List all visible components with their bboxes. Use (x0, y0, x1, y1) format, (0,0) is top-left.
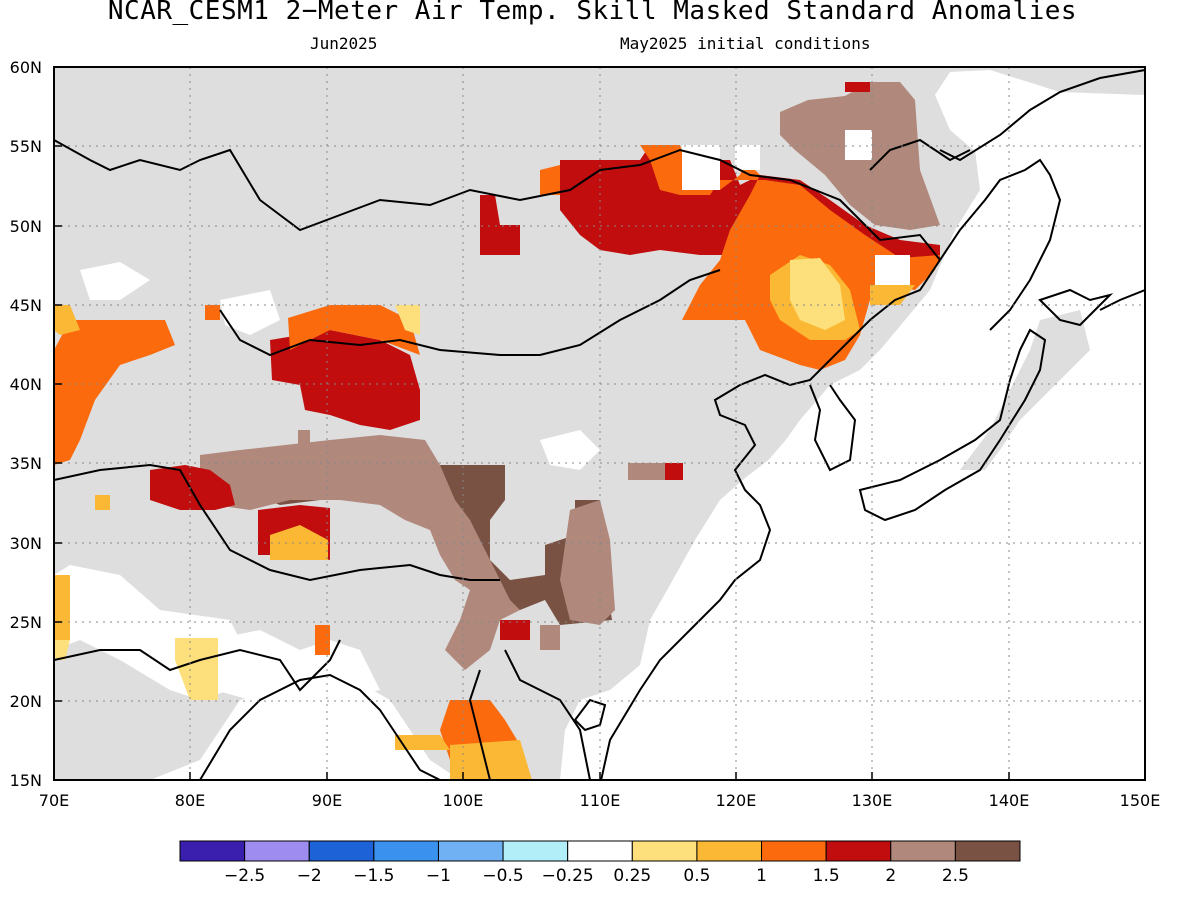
colorbar-swatch (244, 840, 310, 862)
anomaly-0.25-region (54, 640, 70, 660)
anomaly-0.5-region (54, 575, 70, 640)
lon-label: 150E (1120, 791, 1161, 810)
colorbar-label: 1.5 (813, 866, 840, 886)
lat-label: 50N (10, 217, 42, 236)
lat-label: 40N (10, 375, 42, 394)
lat-label: 15N (10, 771, 42, 790)
colorbar-label: 2 (885, 866, 896, 886)
valid-month: Jun2025 (310, 34, 378, 53)
lon-label: 140E (989, 791, 1030, 810)
colorbar-swatch (825, 840, 892, 862)
colorbar-label: 0.25 (613, 866, 651, 886)
anomaly-2.0-region (628, 463, 665, 480)
colorbar-label: −2 (297, 866, 322, 886)
anomaly-1.5-region (480, 195, 520, 255)
colorbar-label: −2.5 (224, 866, 265, 886)
anomaly-1.5-region (500, 620, 530, 640)
colorbar-label: 0.5 (683, 866, 710, 886)
anomaly-1.0-region (540, 165, 560, 195)
longitude-labels: 70E 80E 90E 100E 110E 120E 130E 140E 150… (39, 791, 1161, 810)
anomaly-0.5-region (395, 735, 450, 750)
anomaly-1.5-region (845, 82, 870, 92)
anomaly-2.0-region (200, 435, 520, 670)
lon-label: 70E (39, 791, 69, 810)
colorbar-label: −1.5 (353, 866, 394, 886)
mask-gap (210, 630, 380, 700)
colorbar-swatch (696, 840, 763, 862)
colorbar-label: −0.5 (482, 866, 523, 886)
colorbar-swatch (308, 840, 375, 862)
mask-gap (540, 430, 600, 470)
lat-label: 35N (10, 454, 42, 473)
colorbar-swatch (631, 840, 698, 862)
colorbar-label: −1 (426, 866, 451, 886)
anomaly-0.5-region (870, 285, 915, 305)
map-title: NCAR_CESM1 2−Meter Air Temp. Skill Maske… (107, 0, 1078, 26)
lat-label: 20N (10, 692, 42, 711)
anomaly-1.5-region (150, 465, 235, 510)
colorbar-swatch (179, 840, 246, 862)
colorbar-swatch (890, 840, 956, 862)
mask-gap (960, 310, 1090, 470)
anomaly-0.5-region (450, 740, 532, 780)
lat-label: 45N (10, 296, 42, 315)
colorbar-swatch (954, 840, 1021, 862)
anomaly-0.5-region (95, 495, 110, 510)
lon-label: 110E (580, 791, 621, 810)
colorbar-swatch (437, 840, 504, 862)
initial-conditions: May2025 initial conditions (620, 34, 871, 53)
anomaly-1.0-region (315, 625, 330, 655)
anomaly-1.0-region (54, 320, 175, 465)
lon-label: 130E (852, 791, 893, 810)
coastlines (54, 69, 1145, 780)
colorbar-swatch (502, 840, 569, 862)
anomaly-1.5-region (270, 330, 420, 430)
lat-label: 30N (10, 534, 42, 553)
colorbar-label: 1 (756, 866, 767, 886)
lat-label: 55N (10, 137, 42, 156)
colorbar-swatch (761, 840, 827, 862)
anomaly-1.5-region (665, 463, 683, 480)
lon-label: 100E (443, 791, 484, 810)
anomaly-0.25-region (790, 258, 845, 330)
anomaly-2.0-region (298, 430, 310, 445)
colorbar-label: 2.5 (942, 866, 969, 886)
lon-label: 90E (312, 791, 342, 810)
anomaly-field (54, 67, 1145, 780)
anomaly-2.0-region (560, 500, 615, 625)
colorbar: −2.5 −2 −1.5 −1 −0.5 −0.25 0.25 0.5 1 1.5 2 2.5 (179, 840, 1021, 886)
lat-label: 60N (10, 58, 42, 77)
colorbar-label: −0.25 (542, 866, 594, 886)
latitude-labels: 60N 55N 50N 45N 40N 35N 30N 25N 20N 15N (10, 58, 42, 790)
anomaly-1.0-region (205, 305, 220, 320)
anomaly-0.25-region (175, 638, 218, 700)
mask-gap (580, 95, 1145, 780)
lon-label: 120E (716, 791, 757, 810)
colorbar-swatch (567, 840, 633, 862)
anomaly-1.0-region (640, 145, 940, 370)
lon-label: 80E (175, 791, 205, 810)
mask-gap (220, 290, 280, 335)
insignificant-cell (845, 130, 872, 160)
axis-ticks (54, 145, 1010, 780)
insignificant-cell (875, 255, 910, 285)
mask-gap (80, 262, 150, 300)
insignificant-cell (735, 145, 760, 170)
anomaly-0.5-region (54, 305, 80, 335)
lat-label: 25N (10, 613, 42, 632)
anomaly-2.0-region (540, 625, 560, 650)
anomaly-0.25-region (395, 305, 420, 335)
colorbar-swatch (373, 840, 439, 862)
insignificant-cell (682, 145, 720, 190)
